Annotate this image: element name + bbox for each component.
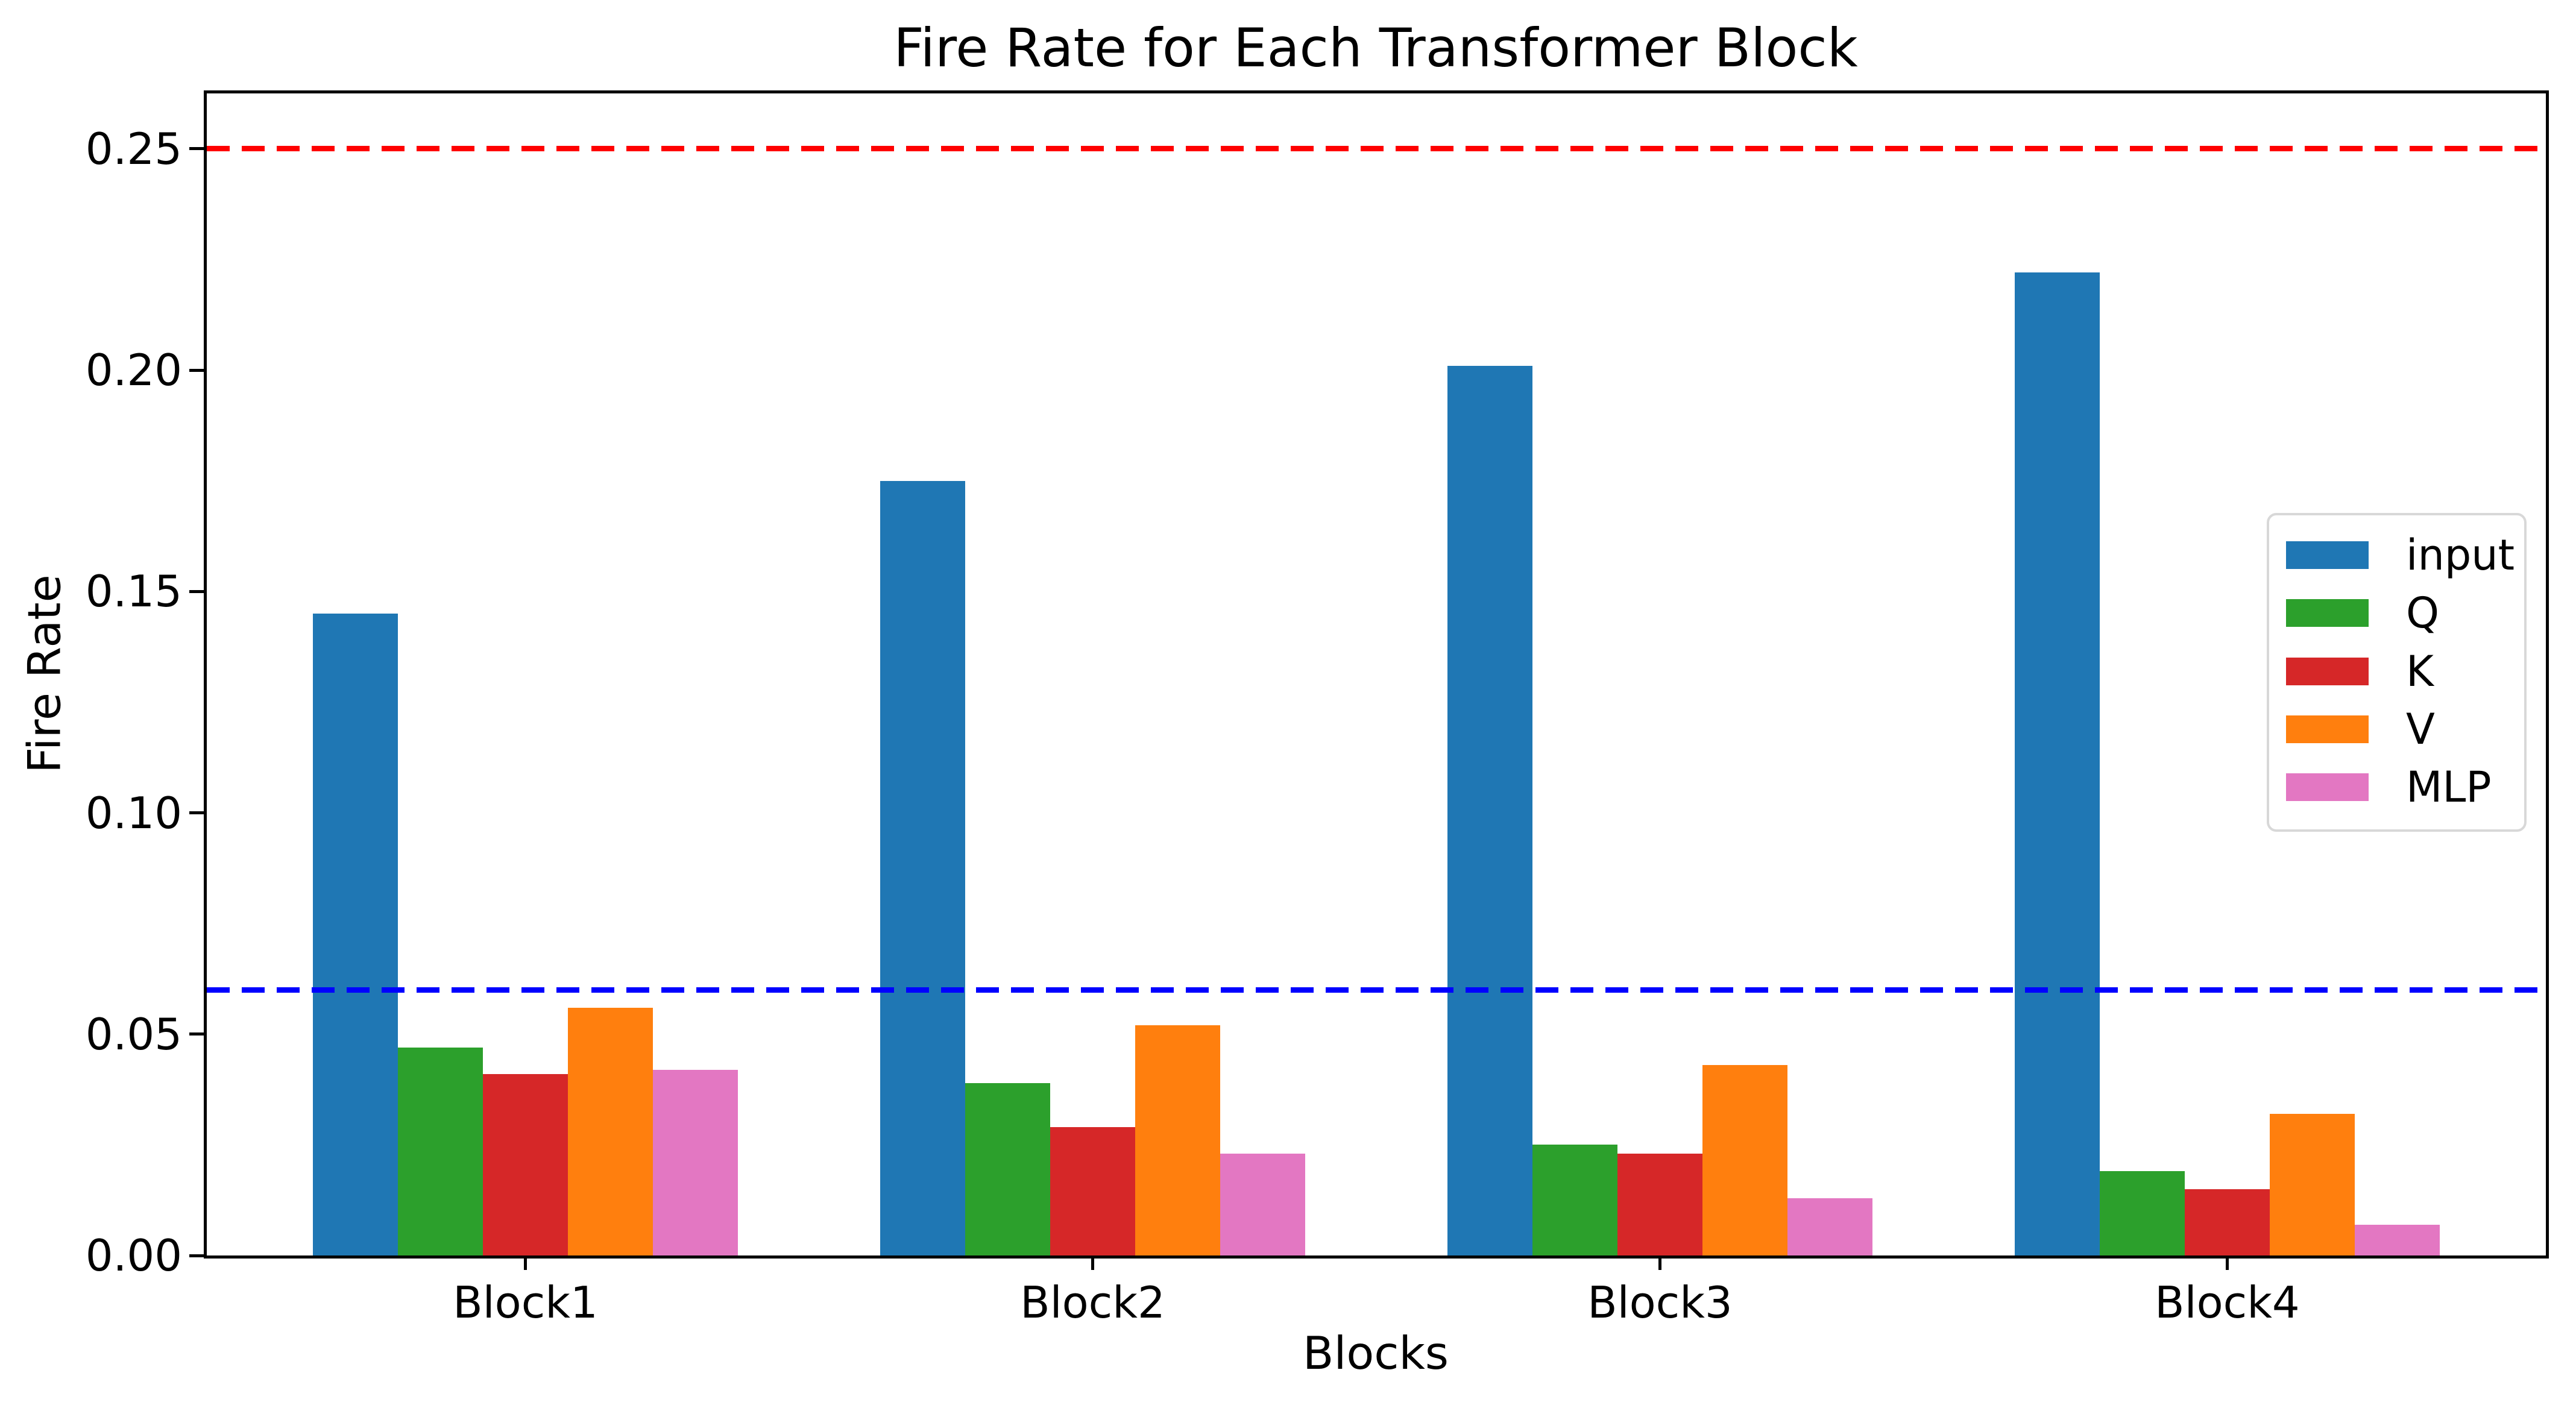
legend-item-input: input [2286, 533, 2524, 577]
legend-swatch-mlp [2286, 773, 2369, 801]
y-tick-mark [189, 368, 204, 372]
legend-swatch-input [2286, 541, 2369, 569]
y-tick-label: 0.05 [85, 1008, 182, 1060]
bar-v-block3 [1702, 1065, 1788, 1255]
bar-v-block4 [2270, 1113, 2355, 1255]
bar-k-block1 [482, 1073, 568, 1255]
legend-item-mlp: MLP [2286, 765, 2524, 809]
bar-input-block1 [312, 614, 398, 1255]
legend-item-k: K [2286, 650, 2524, 693]
y-tick-label: 0.20 [85, 345, 182, 396]
bar-q-block2 [965, 1083, 1050, 1255]
legend-item-v: V [2286, 708, 2524, 751]
bar-k-block4 [2184, 1189, 2270, 1255]
legend-swatch-k [2286, 657, 2369, 685]
legend-swatch-v [2286, 715, 2369, 743]
bar-q-block3 [1532, 1145, 1617, 1255]
legend-item-q: Q [2286, 591, 2524, 635]
legend-label-input: input [2406, 530, 2515, 580]
y-tick-mark [189, 147, 204, 151]
bar-v-block1 [568, 1007, 653, 1255]
legend-label-mlp: MLP [2406, 762, 2492, 812]
x-tick-label-block2: Block2 [1020, 1277, 1165, 1328]
bar-q-block4 [2099, 1171, 2185, 1255]
x-tick-label-block1: Block1 [453, 1277, 598, 1328]
bar-mlp-block1 [653, 1069, 738, 1255]
bar-input-block4 [2014, 272, 2100, 1255]
bar-v-block2 [1135, 1025, 1221, 1255]
y-tick-mark [189, 811, 204, 815]
y-tick-label: 0.25 [85, 123, 182, 174]
bar-mlp-block3 [1787, 1198, 1873, 1255]
chart-title: Fire Rate for Each Transformer Block [893, 17, 1858, 79]
bar-mlp-block2 [1220, 1154, 1306, 1255]
y-tick-mark [189, 589, 204, 593]
hline-blue-threshold [207, 987, 2546, 993]
legend-label-q: Q [2406, 588, 2440, 638]
x-tick-mark [2225, 1255, 2229, 1270]
legend-label-v: V [2406, 704, 2435, 754]
hline-red-threshold [207, 146, 2546, 152]
x-axis-label: Blocks [1303, 1327, 1449, 1380]
bar-input-block3 [1447, 365, 1532, 1255]
x-tick-mark [524, 1255, 527, 1270]
y-tick-label: 0.15 [85, 566, 182, 617]
y-tick-label: 0.00 [85, 1230, 182, 1281]
bar-mlp-block4 [2355, 1224, 2440, 1255]
y-tick-mark [189, 1032, 204, 1036]
y-tick-label: 0.10 [85, 787, 182, 838]
legend-label-k: K [2406, 646, 2434, 696]
plot-area [204, 90, 2549, 1259]
bar-k-block3 [1617, 1154, 1703, 1255]
x-tick-mark [1091, 1255, 1094, 1270]
y-tick-mark [189, 1254, 204, 1257]
bar-q-block1 [397, 1047, 483, 1255]
bar-k-block2 [1050, 1127, 1136, 1255]
legend-swatch-q [2286, 599, 2369, 627]
x-tick-label-block3: Block3 [1587, 1277, 1733, 1328]
x-tick-label-block4: Block4 [2155, 1277, 2300, 1328]
legend: input Q K V MLP [2267, 513, 2527, 832]
bar-input-block2 [880, 480, 965, 1255]
x-tick-mark [1658, 1255, 1661, 1270]
